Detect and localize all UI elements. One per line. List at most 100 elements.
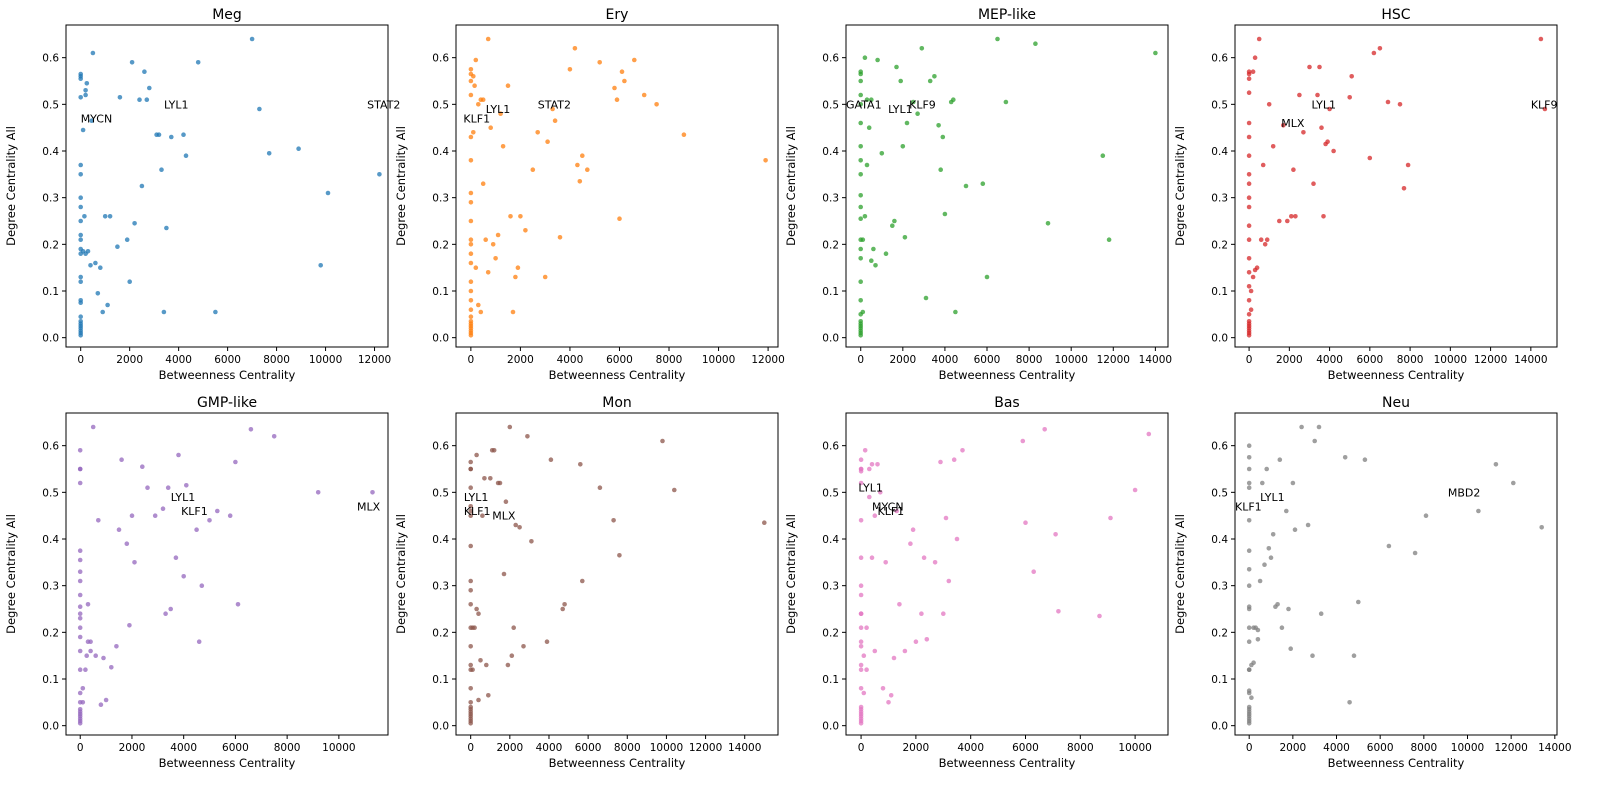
data-point (497, 480, 503, 486)
data-point (88, 263, 93, 268)
data-point (163, 611, 168, 616)
data-point (1290, 480, 1296, 486)
data-point (872, 513, 878, 518)
data-point (858, 69, 863, 74)
data-point (1097, 613, 1102, 619)
panel-title: MEP-like (978, 7, 1036, 23)
data-point (858, 120, 863, 126)
y-tick-label: 0.2 (42, 627, 59, 639)
data-point (505, 83, 511, 88)
data-point (468, 307, 474, 313)
data-point (1246, 134, 1252, 140)
data-point (468, 288, 474, 294)
y-tick-label: 0.5 (822, 487, 839, 499)
data-point (862, 214, 868, 219)
data-point (168, 606, 173, 612)
data-point (858, 92, 863, 98)
data-point (1003, 99, 1009, 105)
y-axis-label: Degree Centrality All (784, 126, 798, 246)
gene-annotation: KLF9 (1531, 98, 1558, 111)
data-point (1246, 583, 1252, 588)
y-tick-label: 0.1 (432, 286, 449, 298)
data-point (1260, 480, 1265, 486)
data-point (266, 151, 272, 156)
gene-annotation: STAT2 (538, 98, 571, 111)
scatter-panel-mon: Mon 0 2000 4000 6000 8000 10000 12000 14000 0.0 0.… (394, 395, 779, 770)
data-point (116, 527, 122, 532)
data-point (1260, 162, 1266, 168)
data-point (1405, 162, 1411, 168)
data-point (951, 97, 956, 102)
data-point (478, 309, 484, 315)
data-point (1246, 90, 1252, 95)
data-point (632, 57, 637, 63)
data-point (1254, 265, 1260, 271)
x-tick-label: 10000 (1054, 354, 1087, 366)
data-point (159, 167, 164, 172)
x-tick-label: 2000 (903, 742, 930, 754)
data-point (1031, 569, 1036, 574)
data-point (1250, 274, 1256, 280)
x-axis-label: Betweenness Centrality (1328, 756, 1465, 770)
data-point (183, 153, 189, 158)
x-tick-label: 2000 (496, 742, 523, 754)
y-axis-label: Degree Centrality All (4, 126, 18, 246)
plot-frame (1234, 412, 1558, 736)
data-point (1305, 522, 1311, 528)
data-point (1318, 611, 1324, 616)
data-point (468, 158, 474, 163)
data-point (1349, 74, 1354, 79)
data-point (1297, 92, 1302, 98)
x-tick-label: 6000 (1367, 742, 1394, 754)
data-point (1246, 298, 1252, 303)
data-point (1246, 195, 1252, 200)
data-point (654, 102, 659, 107)
data-point (1277, 218, 1282, 224)
data-point (858, 667, 864, 672)
data-point (890, 223, 895, 228)
data-point (858, 246, 863, 252)
data-point (468, 237, 474, 242)
y-tick-label: 0.4 (1211, 146, 1228, 158)
data-point (147, 85, 152, 91)
x-axis-label: Betweenness Centrality (159, 368, 296, 382)
y-tick-label: 0.3 (822, 581, 839, 593)
data-point (1292, 527, 1298, 532)
data-point (98, 265, 103, 271)
data-point (911, 99, 916, 105)
x-tick-label: 4000 (165, 354, 192, 366)
data-point (77, 448, 83, 453)
data-point (480, 97, 486, 102)
data-point (858, 625, 864, 630)
data-point (904, 120, 910, 126)
data-point (915, 111, 920, 116)
data-point (83, 667, 88, 672)
data-point (468, 578, 474, 584)
x-tick-label: 2000 (507, 354, 534, 366)
data-point (490, 242, 496, 247)
data-point (954, 536, 960, 542)
y-tick-label: 0.0 (1211, 333, 1228, 345)
data-point (181, 574, 186, 579)
data-point (127, 623, 132, 628)
data-point (1511, 480, 1516, 486)
panel-title: Ery (606, 7, 629, 23)
data-point (921, 555, 927, 560)
data-point (1045, 221, 1051, 226)
data-point (101, 655, 106, 661)
data-point (1542, 106, 1548, 112)
data-point (476, 102, 481, 107)
data-point (173, 555, 179, 560)
gene-annotation: KLF1 (878, 505, 905, 518)
data-point (1246, 153, 1252, 158)
x-tick-label: 4000 (1316, 354, 1343, 366)
y-tick-label: 0.3 (42, 581, 59, 593)
data-point (1493, 462, 1499, 467)
data-point (858, 466, 864, 472)
data-point (1056, 609, 1061, 614)
data-point (485, 270, 491, 275)
y-tick-label: 0.2 (42, 239, 59, 251)
data-point (80, 700, 86, 705)
data-point (78, 95, 83, 100)
data-point (1423, 513, 1429, 518)
